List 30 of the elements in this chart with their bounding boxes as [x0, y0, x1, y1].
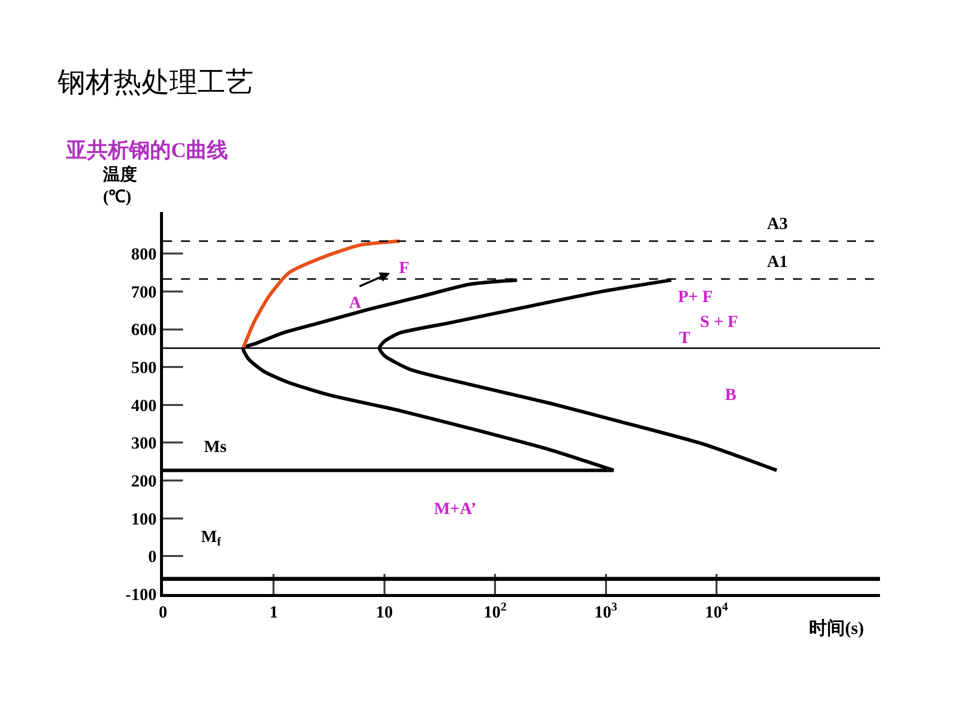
y-tick-label: 200: [131, 471, 157, 490]
x-tick-label: 1: [269, 602, 278, 622]
ref-line-label: A1: [767, 252, 788, 271]
y-tick-label: 300: [131, 434, 157, 453]
annotation: F: [399, 258, 410, 277]
annotation: S + F: [700, 312, 738, 331]
y-tick-label: 600: [131, 320, 157, 340]
x-tick-label: 10$^{4}$: [705, 599, 728, 622]
annotation: M+A’: [434, 499, 476, 518]
y-axis-title: 温度 (℃): [102, 165, 137, 206]
chart-subtitle: 亚共析钢的C曲线: [65, 138, 228, 162]
x-tick-label: 10$^{3}$: [594, 599, 618, 622]
series-label: Ms: [204, 437, 228, 456]
y-tick-label: 500: [131, 358, 157, 378]
annotation: B: [725, 385, 736, 404]
y-tick-label: 400: [131, 396, 157, 415]
y-tick-label: 700: [131, 282, 157, 302]
x-tick-label: 10: [376, 602, 393, 622]
chart-title: 钢材热处理工艺: [56, 66, 254, 99]
y-tick-label: 100: [131, 509, 157, 528]
x-tick-label: 10$^{2}$: [484, 599, 507, 622]
x-axis-title: 时间(s): [809, 618, 864, 638]
ref-line-label: A3: [767, 214, 788, 233]
ref-line-label: M$_{f}$: [201, 527, 222, 549]
annotation: T: [679, 328, 691, 347]
y-tick-label: 0: [148, 547, 157, 566]
annotation: A: [349, 293, 362, 312]
y-tick-label: 800: [131, 244, 157, 264]
annotation: P+ F: [678, 287, 713, 306]
y-tick-label: -100: [125, 584, 157, 604]
